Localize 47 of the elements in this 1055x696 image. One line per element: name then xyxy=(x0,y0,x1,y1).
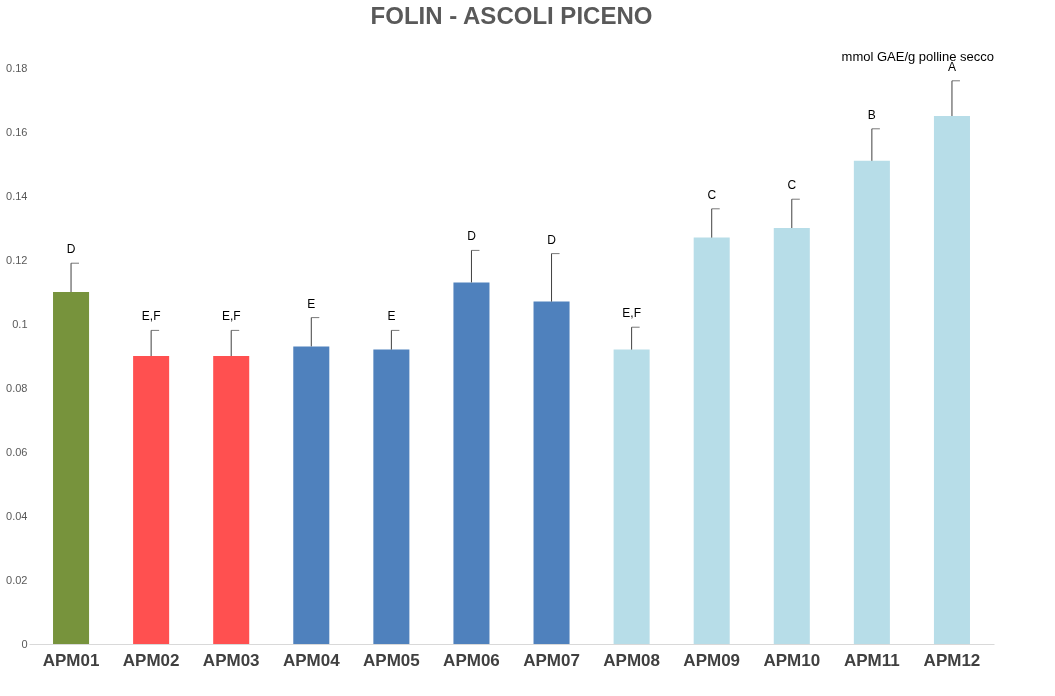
annotation: D xyxy=(66,242,76,257)
bar xyxy=(613,349,650,644)
annotation: C xyxy=(787,178,797,193)
annotation: E xyxy=(307,296,316,311)
x-tick-label: APM06 xyxy=(443,650,500,670)
bar xyxy=(933,116,970,644)
y-tick-label: 0.16 xyxy=(6,125,28,138)
y-tick-label: 0.12 xyxy=(6,253,28,266)
annotation: E,F xyxy=(221,309,241,324)
bar xyxy=(373,349,410,644)
annotation: D xyxy=(467,229,477,244)
bar xyxy=(213,356,250,644)
y-axis-title: mmol GAE/g polline secco xyxy=(841,49,994,64)
y-tick-label: 0.06 xyxy=(6,445,28,458)
bar xyxy=(453,282,490,644)
annotation: B xyxy=(867,107,876,122)
chart-title: FOLIN - ASCOLI PICENO xyxy=(370,2,653,29)
bar xyxy=(853,160,890,644)
bar xyxy=(293,346,330,644)
annotation: D xyxy=(547,232,557,247)
x-tick-label: APM07 xyxy=(523,650,580,670)
bar xyxy=(693,237,730,644)
x-tick-label: APM11 xyxy=(844,650,900,670)
bar xyxy=(133,356,170,644)
x-tick-label: APM08 xyxy=(603,650,660,670)
x-tick-label: APM09 xyxy=(683,650,741,670)
y-tick-label: 0.08 xyxy=(6,381,28,394)
bar xyxy=(773,228,810,644)
bar xyxy=(533,301,570,644)
x-tick-label: APM03 xyxy=(202,650,260,670)
y-tick-label: 0.1 xyxy=(12,317,28,330)
bar xyxy=(53,292,90,644)
x-tick-label: APM05 xyxy=(363,650,420,670)
x-tick-label: APM12 xyxy=(923,650,981,670)
x-tick-label: APM02 xyxy=(122,650,180,670)
y-tick-label: 0.04 xyxy=(6,509,28,522)
x-tick-label: APM01 xyxy=(42,650,100,670)
y-tick-label: 0.02 xyxy=(6,573,28,586)
y-tick-label: 0.18 xyxy=(6,61,28,74)
annotation: E xyxy=(387,309,396,324)
x-tick-label: APM04 xyxy=(282,650,341,670)
y-tick-label: 0.14 xyxy=(6,189,28,202)
annotation: E,F xyxy=(141,309,161,324)
y-tick-label: 0 xyxy=(21,637,28,650)
annotation: E,F xyxy=(622,306,641,321)
x-tick-label: APM10 xyxy=(763,650,821,670)
annotation: C xyxy=(707,187,717,202)
